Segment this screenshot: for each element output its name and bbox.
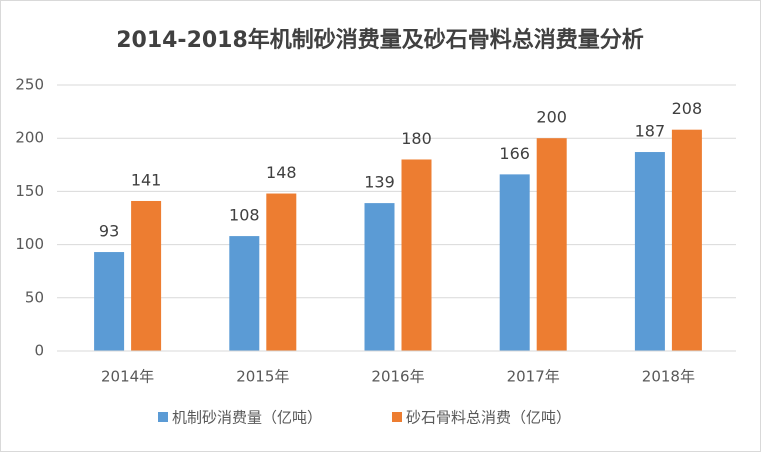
bar (671, 129, 702, 351)
bar (499, 174, 530, 351)
data-label: 139 (364, 173, 395, 192)
bar (634, 152, 665, 351)
y-tick-label: 100 (15, 235, 44, 253)
y-tick-label: 200 (15, 129, 44, 147)
data-label: 200 (536, 108, 567, 127)
y-tick-label: 150 (15, 182, 44, 200)
bar (229, 236, 260, 351)
data-label: 166 (499, 144, 530, 163)
y-tick-label: 250 (15, 76, 44, 94)
data-label: 148 (266, 163, 297, 182)
legend-label: 机制砂消费量（亿吨） (172, 409, 322, 427)
data-label: 180 (401, 129, 432, 148)
x-tick-label: 2017年 (507, 368, 560, 386)
bar (364, 203, 395, 351)
legend-swatch (392, 412, 402, 422)
x-tick-label: 2016年 (371, 368, 424, 386)
legend-label: 砂石骨料总消费（亿吨） (406, 409, 571, 427)
bar (94, 252, 125, 351)
data-label: 187 (635, 122, 666, 141)
bar (266, 193, 297, 351)
chart-title: 2014-2018年机制砂消费量及砂石骨料总消费量分析 (116, 27, 644, 53)
bar (131, 200, 162, 351)
x-tick-label: 2014年 (101, 368, 154, 386)
x-tick-label: 2015年 (236, 368, 289, 386)
data-label: 93 (99, 222, 119, 241)
legend-swatch (158, 412, 168, 422)
x-tick-label: 2018年 (642, 368, 695, 386)
y-tick-label: 50 (25, 288, 44, 306)
data-label: 208 (672, 99, 703, 118)
bar (536, 138, 567, 351)
bar (401, 159, 432, 351)
y-tick-label: 0 (34, 342, 44, 360)
data-label: 141 (131, 170, 162, 189)
data-label: 108 (229, 206, 260, 225)
